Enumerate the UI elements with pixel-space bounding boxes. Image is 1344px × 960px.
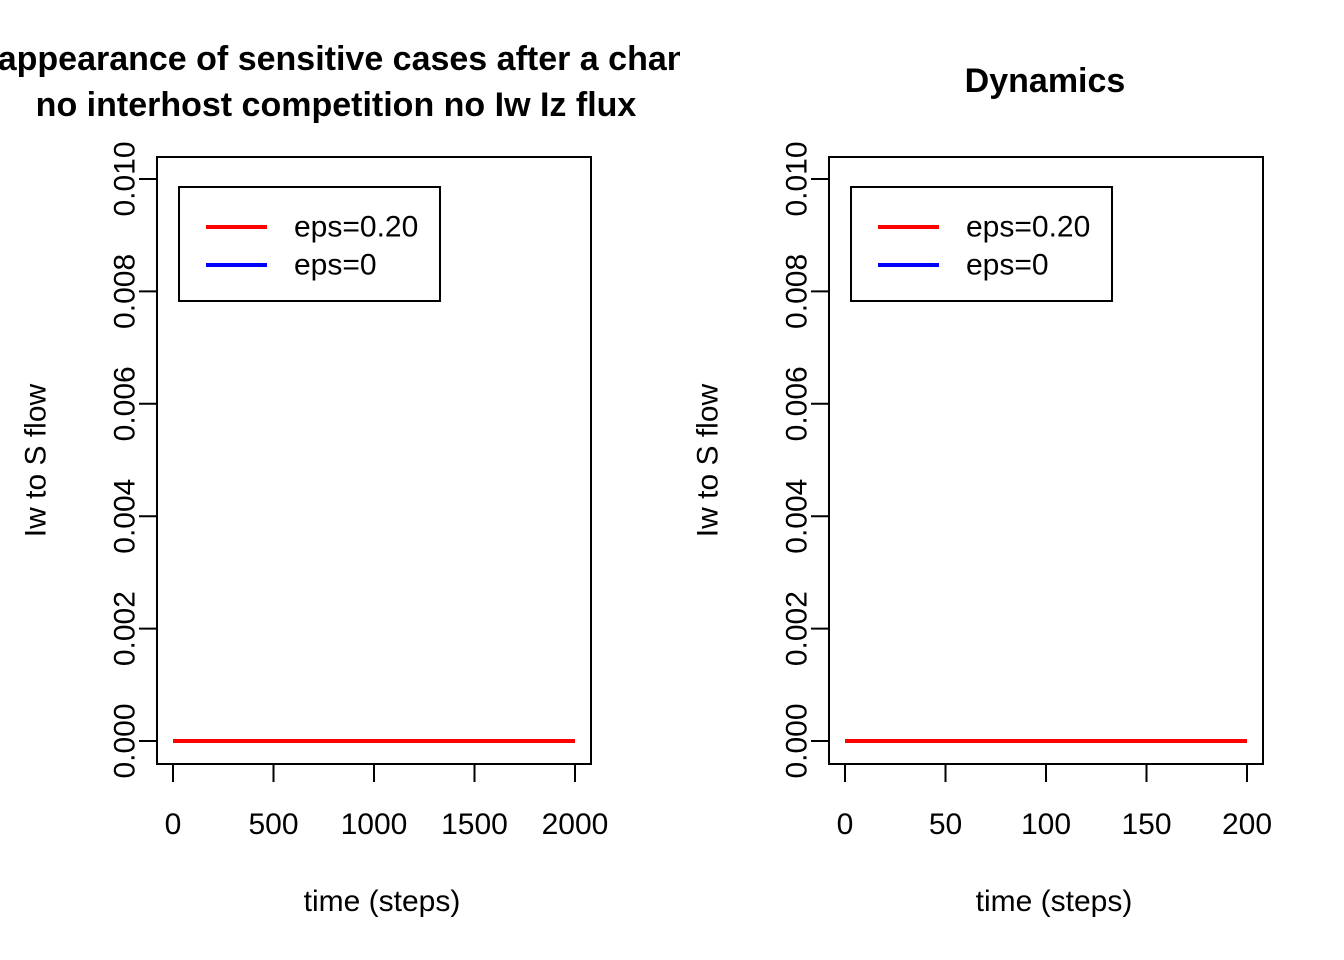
legend: eps=0.20 eps=0 bbox=[178, 186, 441, 302]
chart-title: Disappearance of sensitive cases after a… bbox=[0, 40, 727, 124]
y-tick-label: 0.008 bbox=[109, 254, 142, 329]
x-tick-label: 0 bbox=[165, 808, 182, 841]
chart-title-line: no interhost competition no Iw Iz flux bbox=[36, 86, 637, 124]
x-tick-label: 0 bbox=[837, 808, 854, 841]
y-tick-label: 0.002 bbox=[109, 591, 142, 666]
y-tick-label: 0.004 bbox=[109, 479, 142, 554]
legend-label: eps=0 bbox=[294, 249, 377, 282]
legend: eps=0.20 eps=0 bbox=[850, 186, 1113, 302]
legend-label: eps=0 bbox=[966, 249, 1049, 282]
legend-label: eps=0.20 bbox=[294, 211, 418, 244]
legend-label: eps=0.20 bbox=[966, 211, 1090, 244]
y-tick-label: 0.010 bbox=[781, 141, 814, 216]
x-tick-label: 200 bbox=[1222, 808, 1272, 841]
chart-title: Dynamics bbox=[965, 62, 1126, 100]
y-tick-label: 0.004 bbox=[781, 479, 814, 554]
chart-title-line: Disappearance of sensitive cases after a… bbox=[0, 40, 727, 78]
y-tick-label: 0.000 bbox=[781, 703, 814, 778]
x-axis-label: time (steps) bbox=[304, 885, 461, 918]
x-axis-label: time (steps) bbox=[976, 885, 1133, 918]
y-axis-label: Iw to S flow bbox=[692, 383, 725, 537]
y-axis-label: Iw to S flow bbox=[20, 383, 53, 537]
y-tick-label: 0.010 bbox=[109, 141, 142, 216]
y-tick-label: 0.006 bbox=[781, 366, 814, 441]
y-tick-label: 0.008 bbox=[781, 254, 814, 329]
x-tick-label: 1500 bbox=[441, 808, 508, 841]
legend-box bbox=[850, 186, 1113, 302]
y-tick-label: 0.000 bbox=[109, 703, 142, 778]
chart-title-line: Dynamics bbox=[965, 62, 1126, 100]
chart-panel-right: Dynamics 0 50 100 150 200 0.000 0.002 0.004 0.006… bbox=[692, 62, 1273, 918]
chart-panel-left: Disappearance of sensitive cases after a… bbox=[0, 40, 727, 918]
x-tick-label: 150 bbox=[1121, 808, 1171, 841]
y-tick-label: 0.006 bbox=[109, 366, 142, 441]
x-tick-label: 1000 bbox=[341, 808, 408, 841]
y-tick-label: 0.002 bbox=[781, 591, 814, 666]
x-tick-label: 500 bbox=[248, 808, 298, 841]
x-tick-label: 100 bbox=[1021, 808, 1071, 841]
x-tick-label: 50 bbox=[929, 808, 962, 841]
x-tick-label: 2000 bbox=[542, 808, 609, 841]
legend-box bbox=[178, 186, 441, 302]
